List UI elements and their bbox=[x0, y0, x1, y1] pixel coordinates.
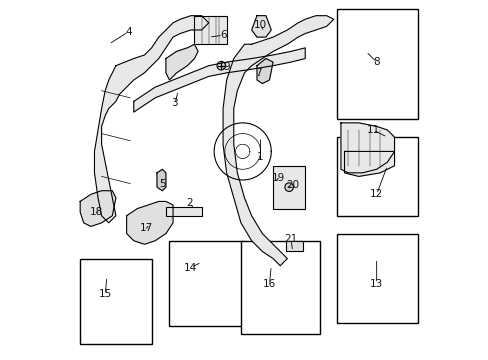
Text: 1: 1 bbox=[257, 152, 264, 162]
Text: 15: 15 bbox=[99, 289, 112, 299]
Text: 4: 4 bbox=[125, 27, 131, 37]
Text: 6: 6 bbox=[219, 30, 226, 40]
Text: 9: 9 bbox=[223, 63, 229, 72]
Polygon shape bbox=[251, 16, 271, 37]
Text: 12: 12 bbox=[369, 189, 383, 199]
FancyBboxPatch shape bbox=[165, 207, 201, 216]
Text: 13: 13 bbox=[369, 279, 383, 289]
FancyBboxPatch shape bbox=[241, 241, 319, 334]
Polygon shape bbox=[94, 16, 208, 223]
Polygon shape bbox=[157, 169, 165, 191]
FancyBboxPatch shape bbox=[285, 241, 303, 251]
Text: 8: 8 bbox=[373, 57, 379, 67]
Text: 2: 2 bbox=[185, 198, 192, 208]
Text: 14: 14 bbox=[184, 262, 197, 273]
FancyBboxPatch shape bbox=[337, 234, 417, 323]
FancyBboxPatch shape bbox=[80, 258, 151, 344]
Text: 3: 3 bbox=[171, 98, 178, 108]
Polygon shape bbox=[126, 202, 173, 244]
FancyBboxPatch shape bbox=[337, 9, 417, 119]
Polygon shape bbox=[165, 44, 198, 80]
Text: 20: 20 bbox=[285, 180, 299, 190]
Text: 16: 16 bbox=[263, 279, 276, 289]
Polygon shape bbox=[344, 152, 394, 176]
Text: 11: 11 bbox=[366, 125, 379, 135]
Text: 7: 7 bbox=[255, 68, 262, 78]
Polygon shape bbox=[340, 123, 394, 173]
Text: 19: 19 bbox=[271, 173, 285, 183]
Circle shape bbox=[285, 183, 293, 192]
FancyBboxPatch shape bbox=[337, 137, 417, 216]
Polygon shape bbox=[134, 48, 305, 112]
Text: 21: 21 bbox=[284, 234, 297, 244]
FancyBboxPatch shape bbox=[194, 16, 226, 44]
Polygon shape bbox=[257, 59, 272, 84]
Polygon shape bbox=[223, 16, 333, 266]
Text: 10: 10 bbox=[253, 19, 266, 30]
Polygon shape bbox=[80, 191, 116, 226]
FancyBboxPatch shape bbox=[169, 241, 244, 327]
Text: 5: 5 bbox=[159, 179, 165, 189]
FancyBboxPatch shape bbox=[272, 166, 305, 208]
Text: 18: 18 bbox=[89, 207, 102, 217]
Text: 17: 17 bbox=[140, 223, 153, 233]
